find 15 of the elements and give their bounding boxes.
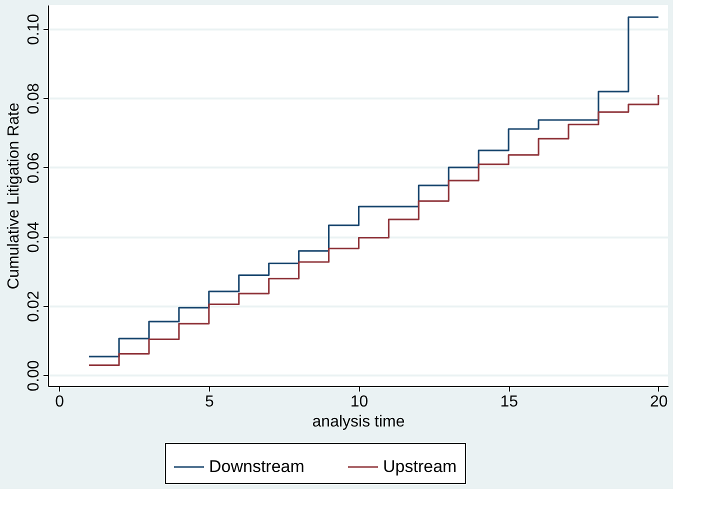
x-tick-label: 5 <box>204 394 214 410</box>
y-tick-label: 0.04 <box>26 222 42 253</box>
y-tick-label: 0.10 <box>26 14 42 45</box>
x-tick-label: 10 <box>350 394 368 410</box>
y-tick-label: 0.06 <box>26 152 42 184</box>
x-tick-label: 20 <box>650 394 668 410</box>
x-tick-label: 15 <box>500 394 518 410</box>
legend-label: Downstream <box>209 457 304 476</box>
y-tick-label: 0.08 <box>26 83 42 114</box>
y-axis-title: Cumulative Litigation Rate <box>6 102 22 290</box>
y-tick-label: 0.02 <box>26 290 42 322</box>
y-tick-label: 0.00 <box>26 360 42 392</box>
legend-label: Upstream <box>383 457 457 476</box>
x-tick-label: 0 <box>55 394 64 410</box>
x-axis-title: analysis time <box>312 414 405 430</box>
